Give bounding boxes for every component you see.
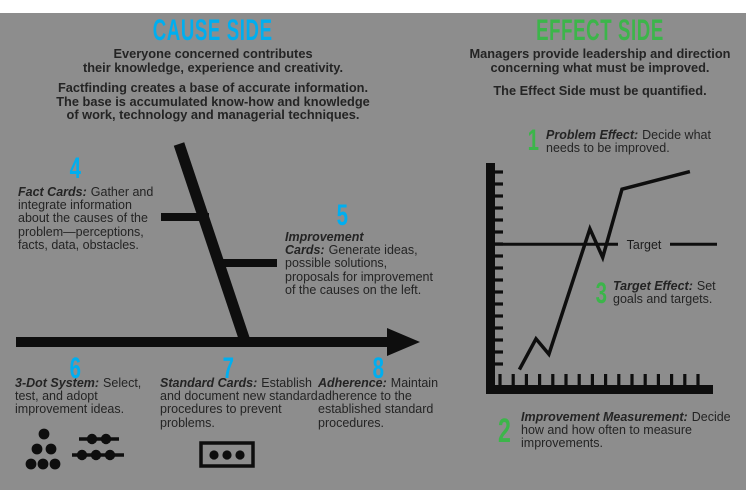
step-number-text: 8 <box>372 352 384 385</box>
problem-effect-text: Decide what needs to be improved. <box>546 128 711 156</box>
improvement-measurement-label: Improvement Measurement: <box>521 410 688 424</box>
step-number-4: 4 <box>45 154 105 184</box>
intro-text-line: Factfinding creates a base of accurate i… <box>57 80 369 95</box>
intro-text-line: concerning what must be improved. <box>490 59 710 75</box>
adherence-note: Adherence: Maintain adherence to the esta… <box>318 376 450 430</box>
chart-y-axis <box>486 163 495 393</box>
improvement-measurement-text: Decide how and how often to measure impr… <box>521 410 731 451</box>
cause-intro-paragraph-1: Everyone concerned contributes their kno… <box>63 47 363 74</box>
effect-intro-paragraph-1: Managers provide leadership and directio… <box>450 47 746 74</box>
step-number-text: 1 <box>527 124 539 157</box>
intro-text-line: The Effect Side must be quantified. <box>493 83 707 98</box>
adherence-text: Maintain adherence to the established st… <box>318 376 439 430</box>
intro-text-line: The base is accumulated know-how and kno… <box>56 93 370 109</box>
step-number-text: 6 <box>69 352 81 385</box>
target-effect-note: Target Effect: Set goals and targets. <box>613 279 731 307</box>
standard-card-icon <box>199 441 255 468</box>
cause-side-title-text: CAUSE SIDE <box>153 14 273 47</box>
standard-cards-label: Standard Cards: <box>160 376 258 390</box>
intro-text-line: of work, technology and managerial techn… <box>66 107 360 122</box>
step-number-2: 2 <box>474 414 534 448</box>
fishbone-arrowhead-icon <box>387 328 420 356</box>
chart-x-axis <box>486 385 713 394</box>
effect-intro-paragraph-2: The Effect Side must be quantified. <box>450 84 746 98</box>
adherence-label: Adherence: <box>318 376 387 390</box>
step-number-7: 7 <box>198 354 258 384</box>
step-number-text: 7 <box>222 352 234 385</box>
chart-data-line <box>517 169 691 371</box>
step-number-1: 1 <box>503 126 563 156</box>
step-number-text: 4 <box>69 152 81 185</box>
effect-side-title-text: EFFECT SIDE <box>536 14 664 47</box>
step-number-text: 2 <box>497 412 511 450</box>
target-effect-text: Set goals and targets. <box>613 279 716 307</box>
improvement-cards-text: Generate ideas, possible solutions, prop… <box>285 243 433 297</box>
chart-target-label: Target <box>626 238 662 252</box>
step-number-8: 8 <box>348 354 408 384</box>
fishbone-diagram <box>16 142 420 356</box>
cause-intro-paragraph-2: Factfinding creates a base of accurate i… <box>38 81 388 122</box>
fact-cards-text: Gather and integrate information about t… <box>18 185 154 252</box>
standard-cards-text: Establish and document new standard proc… <box>160 376 318 430</box>
intro-text-line: Managers provide leadership and directio… <box>469 46 731 61</box>
step-number-text: 5 <box>336 199 348 232</box>
three-dot-system-icon <box>25 428 124 470</box>
fact-cards-label: Fact Cards: <box>18 185 87 199</box>
three-dot-system-note: 3-Dot System: Select, test, and adopt imp… <box>15 376 143 417</box>
intro-text-line: Everyone concerned contributes <box>113 46 313 61</box>
fact-cards-note: Fact Cards: Gather and integrate informat… <box>18 185 166 252</box>
improvement-cards-label: Improvement Cards: <box>285 230 364 258</box>
step-number-text: 3 <box>595 277 607 310</box>
three-dot-system-label: 3-Dot System: <box>15 376 100 390</box>
fishbone-rib-line <box>173 142 252 346</box>
target-effect-label: Target Effect: <box>613 279 693 293</box>
intro-text-line: their knowledge, experience and creativi… <box>82 59 344 75</box>
step-number-6: 6 <box>45 354 105 384</box>
problem-effect-label: Problem Effect: <box>546 128 639 142</box>
three-dot-system-text: Select, test, and adopt improvement idea… <box>15 376 142 417</box>
problem-effect-note: Problem Effect: Decide what needs to be i… <box>546 128 716 156</box>
improvement-cards-note: Improvement Cards: Generate ideas, possib… <box>285 230 435 297</box>
improvement-measurement-note: Improvement Measurement: Decide how and h… <box>521 410 739 451</box>
gray-panel-background <box>0 13 746 490</box>
step-number-5: 5 <box>312 201 372 231</box>
effect-chart <box>486 163 717 394</box>
cause-side-title: CAUSE SIDE <box>63 16 363 46</box>
step-number-3: 3 <box>571 279 631 309</box>
chart-x-axis-ticks <box>498 374 700 385</box>
effect-side-title: EFFECT SIDE <box>450 16 746 46</box>
standard-cards-note: Standard Cards: Establish and document ne… <box>160 376 318 430</box>
chart-y-axis-ticks <box>494 170 503 366</box>
